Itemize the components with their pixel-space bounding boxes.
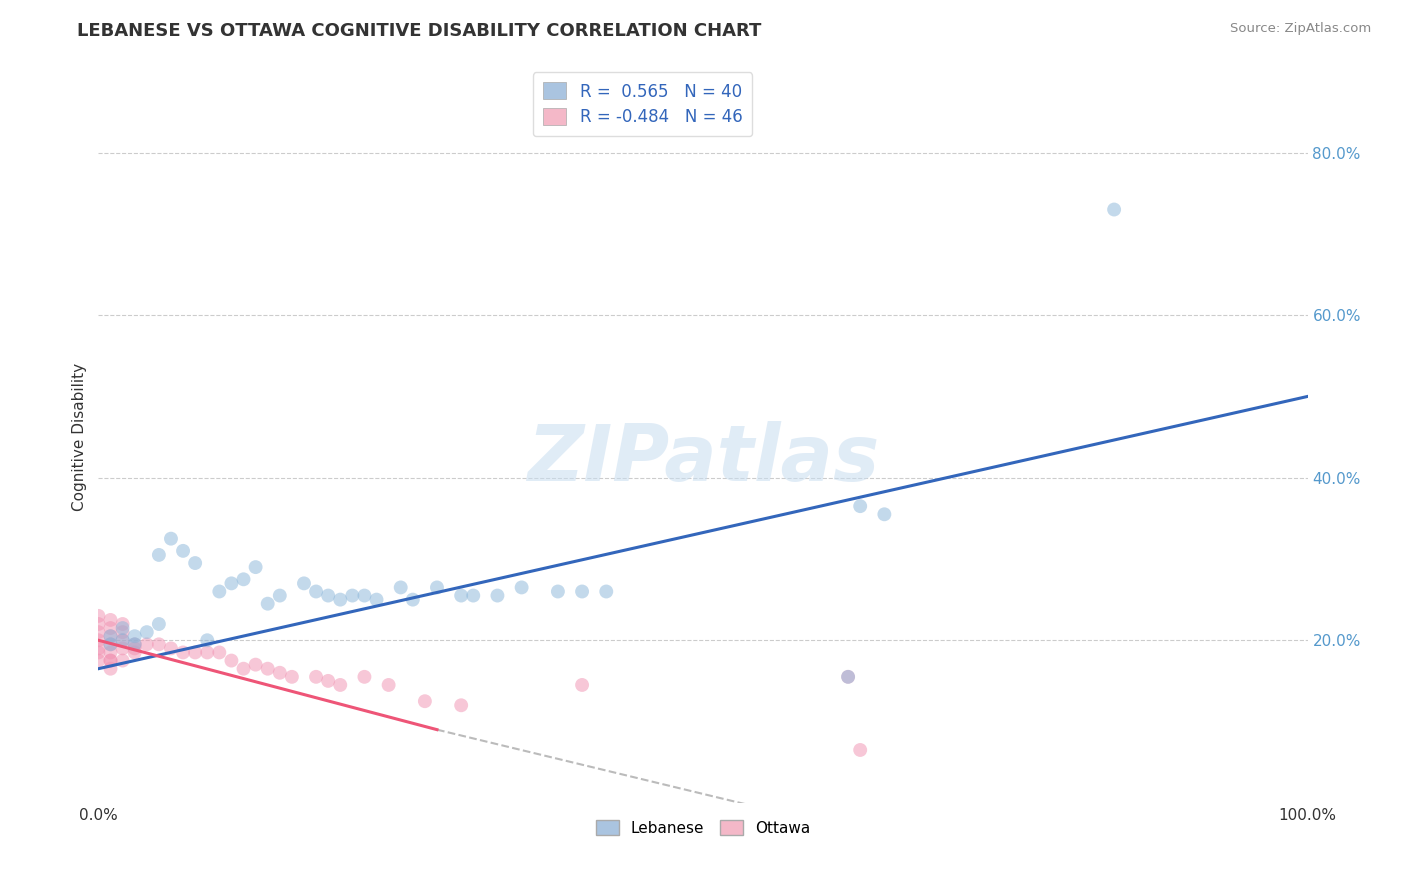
Point <box>148 637 170 651</box>
Point <box>160 532 183 546</box>
Point <box>221 576 243 591</box>
Point <box>100 637 122 651</box>
Point <box>184 645 207 659</box>
Point <box>111 621 134 635</box>
Point <box>111 654 134 668</box>
Point <box>100 629 122 643</box>
Point <box>195 645 218 659</box>
Point <box>87 633 110 648</box>
Point <box>256 597 278 611</box>
Point <box>256 662 278 676</box>
Point <box>100 645 122 659</box>
Point <box>124 645 146 659</box>
Point <box>87 608 110 623</box>
Point <box>547 584 569 599</box>
Point <box>100 654 122 668</box>
Point <box>849 743 872 757</box>
Point <box>873 508 896 522</box>
Point <box>208 584 231 599</box>
Point <box>87 645 110 659</box>
Point <box>316 589 339 603</box>
Point <box>329 678 352 692</box>
Point <box>463 589 485 603</box>
Point <box>292 576 315 591</box>
Point <box>124 641 146 656</box>
Text: ZIPatlas: ZIPatlas <box>527 421 879 497</box>
Legend: Lebanese, Ottawa: Lebanese, Ottawa <box>585 809 821 847</box>
Point <box>124 629 146 643</box>
Point <box>413 694 436 708</box>
Point <box>208 645 231 659</box>
Point <box>232 572 254 586</box>
Point <box>100 621 122 635</box>
Point <box>450 589 472 603</box>
Point <box>135 625 157 640</box>
Point <box>172 645 194 659</box>
Point <box>111 633 134 648</box>
Point <box>849 499 872 513</box>
Point <box>342 589 364 603</box>
Point <box>87 641 110 656</box>
Point <box>510 581 533 595</box>
Point <box>148 548 170 562</box>
Point <box>366 592 388 607</box>
Point <box>148 617 170 632</box>
Point <box>377 678 399 692</box>
Point <box>87 617 110 632</box>
Y-axis label: Cognitive Disability: Cognitive Disability <box>72 363 87 511</box>
Point <box>353 589 375 603</box>
Point <box>100 662 122 676</box>
Point <box>269 665 291 680</box>
Point <box>195 633 218 648</box>
Point <box>450 698 472 713</box>
Point <box>316 673 339 688</box>
Point <box>389 581 412 595</box>
Point <box>353 670 375 684</box>
Point <box>571 584 593 599</box>
Point <box>87 654 110 668</box>
Point <box>245 560 267 574</box>
Point <box>111 633 134 648</box>
Point <box>172 544 194 558</box>
Text: LEBANESE VS OTTAWA COGNITIVE DISABILITY CORRELATION CHART: LEBANESE VS OTTAWA COGNITIVE DISABILITY … <box>77 22 762 40</box>
Point <box>135 637 157 651</box>
Point <box>837 670 859 684</box>
Point <box>111 625 134 640</box>
Point <box>100 613 122 627</box>
Point <box>160 641 183 656</box>
Point <box>100 629 122 643</box>
Point <box>571 678 593 692</box>
Point <box>426 581 449 595</box>
Point <box>837 670 859 684</box>
Point <box>595 584 617 599</box>
Point <box>111 617 134 632</box>
Point <box>486 589 509 603</box>
Point <box>184 556 207 570</box>
Point <box>100 654 122 668</box>
Point <box>305 670 328 684</box>
Point <box>87 625 110 640</box>
Point <box>281 670 304 684</box>
Point <box>402 592 425 607</box>
Point <box>305 584 328 599</box>
Point <box>221 654 243 668</box>
Point <box>124 637 146 651</box>
Text: Source: ZipAtlas.com: Source: ZipAtlas.com <box>1230 22 1371 36</box>
Point <box>329 592 352 607</box>
Point <box>269 589 291 603</box>
Point <box>111 641 134 656</box>
Point <box>124 637 146 651</box>
Point <box>100 637 122 651</box>
Point <box>232 662 254 676</box>
Point <box>245 657 267 672</box>
Point <box>1102 202 1125 217</box>
